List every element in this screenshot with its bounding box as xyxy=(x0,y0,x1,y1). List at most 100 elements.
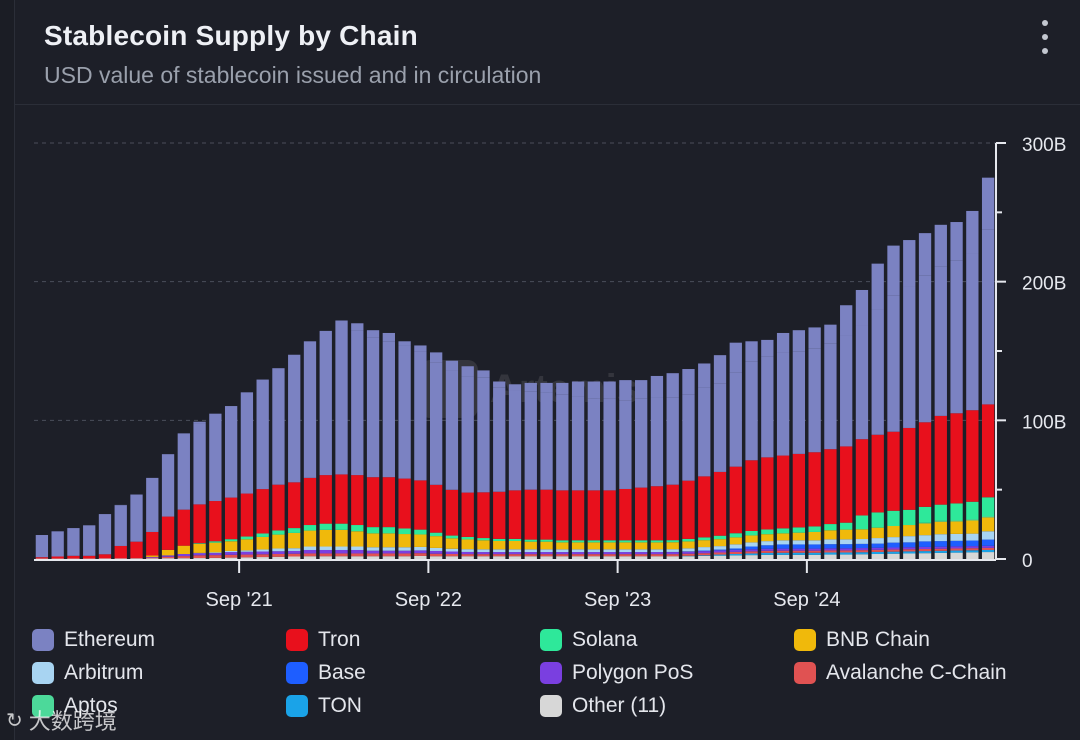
bar-segment-bnb-chain xyxy=(587,542,601,550)
legend-item-solana[interactable]: Solana xyxy=(540,628,637,652)
bar-segment-tron xyxy=(67,555,80,559)
bar-segment-bnb-chain xyxy=(508,540,522,550)
bar-segment-ethereum xyxy=(209,413,222,502)
bar-segment-other-11- xyxy=(745,555,758,559)
legend-item-other-11[interactable]: Other (11) xyxy=(540,694,666,718)
bar-segment-arbitrum xyxy=(745,542,758,547)
bar-segment-avalanche-c-chain xyxy=(682,553,695,556)
bar-segment-polygon-pos xyxy=(776,548,790,551)
bar-segment-ethereum xyxy=(114,505,127,546)
bar-segment-other-11- xyxy=(303,556,317,559)
bar-segment-other-11- xyxy=(429,556,443,559)
bar-segment-other-11- xyxy=(240,557,254,559)
bar-segment-polygon-pos xyxy=(477,552,490,555)
legend-item-bnb-chain[interactable]: BNB Chain xyxy=(794,628,930,652)
bar-segment-polygon-pos xyxy=(918,546,932,550)
bar-segment-other-11- xyxy=(335,556,348,559)
legend-item-aptos[interactable]: Aptos xyxy=(32,694,118,718)
bar-segment-ethereum xyxy=(461,366,474,377)
legend-item-avalanche-c-chain[interactable]: Avalanche C-Chain xyxy=(794,661,1007,685)
bar-segment-solana xyxy=(540,539,553,542)
bar-segment-base xyxy=(887,542,900,548)
y-tick-label: 300B xyxy=(1022,135,1066,156)
x-tick-label: Sep '22 xyxy=(395,589,462,611)
legend-item-arbitrum[interactable]: Arbitrum xyxy=(32,661,143,685)
bar-segment-polygon-pos xyxy=(871,547,884,550)
bar-segment-solana xyxy=(288,528,301,533)
bar-segment-ethereum xyxy=(903,286,916,428)
bar-segment-arbitrum xyxy=(587,549,601,553)
bar-segment-polygon-pos xyxy=(382,550,395,554)
bar-segment-ton xyxy=(840,552,853,555)
bar-segment-arbitrum xyxy=(477,549,490,553)
bar-segment-ton xyxy=(698,555,711,556)
bar-segment-tron xyxy=(461,492,474,537)
bar-segment-avalanche-c-chain xyxy=(792,550,806,553)
legend-swatch xyxy=(286,662,308,684)
bar-segment-ethereum xyxy=(918,233,932,276)
bar-segment-other-11- xyxy=(650,556,664,559)
bar-segment-other-11- xyxy=(256,557,269,559)
bar-segment-avalanche-c-chain xyxy=(366,553,380,557)
bar-segment-tron xyxy=(698,476,711,538)
bar-segment-polygon-pos xyxy=(429,550,443,554)
bar-segment-ethereum xyxy=(571,396,585,491)
bar-segment-ethereum xyxy=(508,390,522,491)
bar-segment-other-11- xyxy=(524,556,537,559)
bar-segment-ethereum xyxy=(540,382,553,393)
bar-segment-ethereum xyxy=(713,383,727,472)
bar-segment-bnb-chain xyxy=(272,534,285,549)
bar-segment-ethereum xyxy=(193,421,206,424)
bar-segment-arbitrum xyxy=(256,549,269,552)
legend-item-ton[interactable]: TON xyxy=(286,694,362,718)
bar-segment-arbitrum xyxy=(335,546,348,550)
bar-segment-tron xyxy=(761,457,774,530)
bar-segment-arbitrum xyxy=(461,549,474,552)
legend-label: Polygon PoS xyxy=(572,661,694,684)
bar-segment-polygon-pos xyxy=(556,552,569,555)
bar-segment-base xyxy=(698,550,711,552)
bar-segment-avalanche-c-chain xyxy=(493,554,506,557)
bar-segment-arbitrum xyxy=(698,547,711,551)
bar-segment-arbitrum xyxy=(950,533,963,541)
bar-segment-ethereum xyxy=(792,351,806,454)
bar-segment-avalanche-c-chain xyxy=(256,554,269,558)
bar-segment-ethereum xyxy=(398,341,411,346)
bar-segment-ethereum xyxy=(619,400,632,489)
bar-segment-ethereum xyxy=(398,345,411,479)
y-tick-label: 0 xyxy=(1022,551,1033,572)
bar-segment-bnb-chain xyxy=(351,531,364,547)
legend-item-polygon-pos[interactable]: Polygon PoS xyxy=(540,661,693,685)
bar-segment-ethereum xyxy=(840,335,853,447)
bar-segment-base xyxy=(761,545,774,549)
bar-segment-ethereum xyxy=(382,332,395,342)
corner-watermark: ↻ 大数跨境 xyxy=(6,704,117,736)
bar-segment-solana xyxy=(398,528,411,535)
bar-segment-polygon-pos xyxy=(256,551,269,555)
bar-segment-ethereum xyxy=(603,398,616,491)
legend-item-ethereum[interactable]: Ethereum xyxy=(32,628,155,652)
legend-item-tron[interactable]: Tron xyxy=(286,628,360,652)
bar-segment-other-11- xyxy=(808,554,821,559)
legend-swatch xyxy=(32,629,54,651)
bar-segment-arbitrum xyxy=(666,549,679,552)
bar-segment-polygon-pos xyxy=(240,551,254,555)
bar-segment-bnb-chain xyxy=(493,540,506,550)
bar-segment-tron xyxy=(650,486,664,541)
legend-label: Solana xyxy=(572,628,638,651)
bar-segment-aptos xyxy=(950,520,963,522)
bar-segment-ethereum xyxy=(556,382,569,395)
legend-swatch xyxy=(286,629,308,651)
bar-segment-base xyxy=(840,544,853,549)
y-tick-label: 100B xyxy=(1022,412,1066,433)
x-tick-label: Sep '23 xyxy=(584,589,651,611)
bar-segment-solana xyxy=(556,540,569,543)
bar-segment-tron xyxy=(256,489,269,534)
legend-item-base[interactable]: Base xyxy=(286,661,366,685)
kebab-menu-icon[interactable] xyxy=(1034,20,1056,54)
bar-segment-tron xyxy=(477,492,490,539)
bar-segment-solana xyxy=(981,497,995,517)
bar-segment-ton xyxy=(871,551,884,555)
bar-segment-ethereum xyxy=(98,514,112,555)
bar-segment-ton xyxy=(824,552,837,555)
